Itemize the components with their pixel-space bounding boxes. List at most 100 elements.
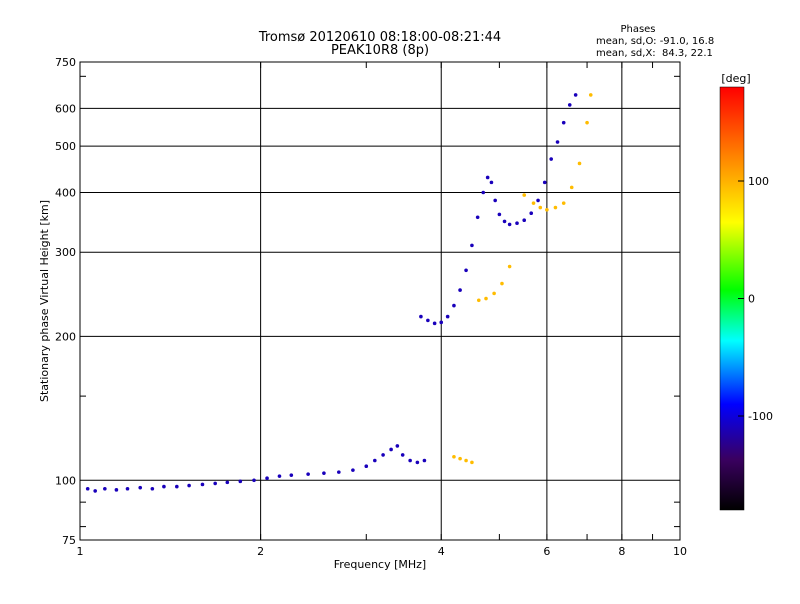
y-tick-label: 600 xyxy=(55,102,76,115)
data-point xyxy=(555,140,560,144)
data-point xyxy=(381,453,385,457)
y-tick-label: 200 xyxy=(55,330,76,343)
colorbar-tick-label: 100 xyxy=(748,175,769,188)
data-point xyxy=(445,314,450,319)
data-point xyxy=(322,471,326,475)
data-point xyxy=(470,243,474,248)
data-point xyxy=(213,481,217,486)
data-point xyxy=(114,488,119,492)
data-points xyxy=(85,93,593,493)
data-point xyxy=(567,103,572,107)
data-point xyxy=(395,444,400,448)
x-axis-label: Frequency [MHz] xyxy=(334,558,426,571)
data-point xyxy=(476,298,481,303)
y-tick-label: 100 xyxy=(55,474,76,487)
phase-stats-x: mean, sd,X: 84.3, 22.1 xyxy=(596,48,713,59)
x-tick-label: 8 xyxy=(618,545,625,558)
colorbar-tick-label: 0 xyxy=(748,293,755,306)
data-point xyxy=(545,208,549,212)
data-point xyxy=(351,468,355,472)
data-point xyxy=(432,321,437,326)
chart-subtitle: PEAK10R8 (8p) xyxy=(331,43,429,58)
data-point xyxy=(85,486,90,491)
data-point xyxy=(458,288,462,292)
data-point xyxy=(373,458,377,463)
y-axis-label: Stationary phase Virtual Height [km] xyxy=(38,200,51,402)
grid-lines xyxy=(80,62,680,540)
data-point xyxy=(497,212,502,217)
y-axis-ticks: 75 100 200 300 400 500 600 750 xyxy=(55,56,680,547)
data-point xyxy=(493,198,497,203)
y-tick-label: 750 xyxy=(55,56,76,69)
data-point xyxy=(500,281,504,286)
data-point xyxy=(522,218,527,223)
data-point xyxy=(529,211,534,216)
data-point xyxy=(439,320,444,325)
data-point xyxy=(337,470,341,474)
data-point xyxy=(470,460,474,465)
data-point xyxy=(265,476,269,481)
data-point xyxy=(484,296,488,301)
data-point xyxy=(549,157,553,161)
data-point xyxy=(389,447,393,452)
data-point xyxy=(553,205,558,210)
phase-stats-o: mean, sd,O: -91.0, 16.8 xyxy=(596,36,714,47)
x-tick-label: 1 xyxy=(77,545,84,558)
phase-stats-heading: Phases xyxy=(620,24,655,35)
data-point xyxy=(561,201,566,205)
data-point xyxy=(238,479,243,484)
y-tick-label: 75 xyxy=(62,534,76,547)
data-point xyxy=(577,161,582,166)
colorbar-ticks: 100 0 -100 xyxy=(738,175,773,423)
x-axis-ticks: 1 2 4 6 8 10 xyxy=(77,62,687,558)
data-point xyxy=(289,473,294,477)
data-point xyxy=(536,198,540,203)
data-point xyxy=(569,185,574,190)
data-point xyxy=(464,268,468,273)
data-point xyxy=(522,193,527,197)
data-point xyxy=(426,318,430,323)
data-point xyxy=(93,489,97,493)
colorbar-tick-label: -100 xyxy=(748,410,773,423)
x-tick-label: 10 xyxy=(673,545,687,558)
data-point xyxy=(464,458,468,463)
data-point xyxy=(419,314,423,319)
y-tick-label: 300 xyxy=(55,246,76,259)
data-point xyxy=(561,120,566,125)
y-tick-label: 400 xyxy=(55,186,76,199)
data-point xyxy=(162,484,166,489)
data-point xyxy=(507,264,512,269)
data-point xyxy=(306,472,310,476)
colorbar-label: [deg] xyxy=(721,72,750,85)
data-point xyxy=(187,483,191,488)
plot-frame xyxy=(79,61,681,541)
data-point xyxy=(422,458,427,463)
data-point xyxy=(588,93,593,97)
data-point xyxy=(452,454,456,459)
data-point xyxy=(507,222,512,227)
x-tick-label: 4 xyxy=(438,545,445,558)
x-tick-label: 2 xyxy=(257,545,264,558)
chart-title: Tromsø 20120610 08:18:00-08:21:44 xyxy=(258,30,501,45)
data-point xyxy=(481,190,486,195)
data-point xyxy=(489,180,494,185)
data-point xyxy=(492,291,496,296)
data-point xyxy=(150,486,155,491)
data-point xyxy=(515,221,519,226)
data-point xyxy=(452,303,456,308)
data-point xyxy=(485,175,490,180)
data-point xyxy=(175,484,179,489)
data-point xyxy=(408,458,412,463)
data-point xyxy=(103,486,107,491)
data-point xyxy=(252,478,256,483)
data-point xyxy=(538,205,543,210)
data-point xyxy=(125,486,130,491)
data-point xyxy=(542,180,547,185)
y-tick-label: 500 xyxy=(55,140,76,153)
data-point xyxy=(573,93,578,97)
data-point xyxy=(585,120,589,125)
data-point xyxy=(502,219,507,224)
data-point xyxy=(225,480,230,485)
data-point xyxy=(277,474,282,478)
